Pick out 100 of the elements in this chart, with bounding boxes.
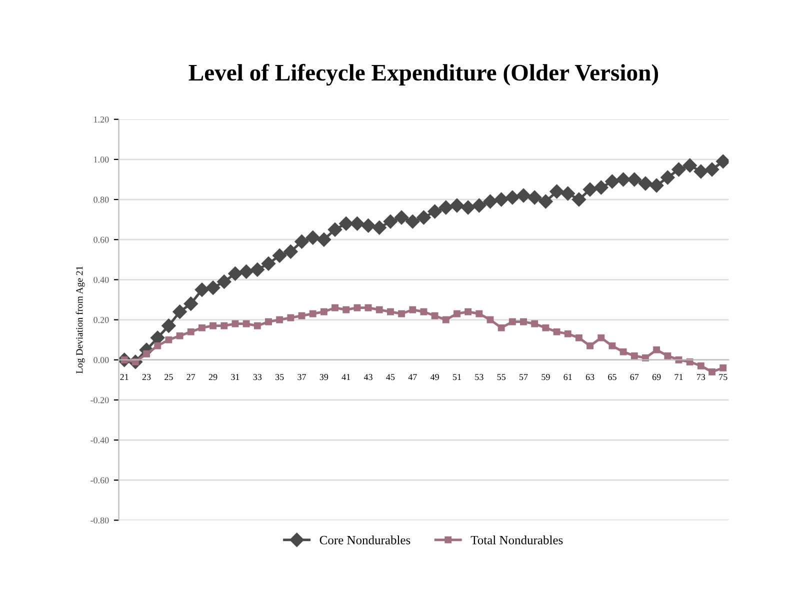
point — [460, 200, 476, 215]
y-tick-label: -0.20 — [90, 397, 109, 404]
x-tick-label: 27 — [186, 374, 196, 380]
x-tick-label: 45 — [386, 374, 395, 380]
y-tick-label: -0.80 — [90, 517, 109, 524]
point — [383, 214, 398, 229]
point — [342, 306, 350, 314]
point — [520, 318, 527, 326]
point — [428, 204, 442, 219]
point — [572, 192, 586, 207]
x-tick-label: 73 — [697, 374, 706, 380]
point — [582, 182, 598, 197]
point — [306, 230, 320, 245]
point — [508, 318, 516, 326]
y-tick-label: 0.60 — [94, 236, 109, 243]
x-tick-label: 65 — [608, 374, 616, 380]
point — [154, 342, 162, 350]
point — [272, 248, 287, 263]
x-tick-label: 51 — [452, 374, 461, 380]
x-tick-label: 55 — [497, 374, 506, 380]
point — [409, 306, 416, 314]
point — [232, 320, 239, 328]
point — [398, 310, 406, 318]
point — [575, 334, 582, 342]
point — [649, 178, 664, 193]
point — [198, 324, 206, 332]
x-tick-label: 25 — [164, 374, 173, 380]
point — [464, 308, 472, 316]
point — [254, 322, 261, 330]
point — [682, 158, 697, 173]
y-tick-label: 1.00 — [94, 156, 109, 163]
point — [630, 352, 638, 360]
point — [406, 214, 420, 229]
point — [516, 188, 531, 203]
point — [228, 266, 242, 281]
point — [276, 316, 284, 324]
y-tick-label: 0.00 — [94, 356, 109, 364]
x-tick-label: 33 — [253, 374, 262, 380]
point — [660, 170, 675, 185]
y-tick-label: -0.40 — [90, 437, 109, 444]
point — [720, 364, 727, 372]
point — [528, 190, 542, 205]
point — [372, 220, 386, 235]
point — [608, 342, 616, 350]
point — [472, 198, 486, 213]
x-tick-label: 57 — [520, 374, 528, 380]
point — [494, 192, 508, 207]
point — [184, 296, 198, 311]
y-tick-label: 0.40 — [94, 276, 109, 283]
point — [450, 198, 464, 213]
point — [376, 306, 383, 314]
point — [320, 308, 328, 316]
x-tick-label: 61 — [564, 374, 572, 380]
x-tick-label: 29 — [208, 374, 218, 380]
point — [486, 316, 494, 324]
point — [594, 180, 608, 195]
point — [294, 234, 309, 249]
point — [350, 216, 364, 231]
x-tick-label: 53 — [475, 374, 484, 380]
point — [194, 282, 210, 297]
point — [531, 320, 538, 328]
point — [694, 164, 708, 179]
point — [653, 346, 660, 354]
point — [716, 154, 729, 169]
point — [476, 310, 483, 318]
point — [605, 174, 620, 189]
point — [586, 342, 594, 350]
point — [394, 210, 409, 225]
point — [664, 352, 672, 360]
point — [627, 172, 642, 187]
point — [454, 310, 460, 318]
point — [239, 264, 254, 279]
y-tick-label: 1.20 — [94, 116, 109, 123]
point — [250, 262, 264, 277]
point — [210, 322, 217, 330]
point — [361, 218, 376, 233]
point — [287, 314, 294, 322]
point — [598, 334, 605, 342]
point — [642, 354, 649, 362]
x-tick-label: 43 — [364, 374, 372, 380]
x-tick-label: 75 — [719, 374, 728, 380]
point — [220, 322, 228, 330]
point — [638, 176, 653, 191]
x-tick-label: 41 — [342, 374, 350, 380]
point — [176, 332, 184, 340]
x-tick-label: 63 — [586, 374, 594, 380]
point — [697, 362, 704, 370]
x-tick-label: 49 — [430, 374, 439, 380]
point — [420, 308, 428, 316]
point — [309, 310, 316, 318]
point — [672, 162, 686, 177]
point — [206, 280, 220, 295]
point — [620, 348, 627, 356]
x-tick-label: 31 — [231, 374, 240, 380]
point — [316, 232, 332, 247]
y-axis-title: Log Deviation from Age 21 — [76, 266, 85, 374]
y-tick-label: 0.80 — [94, 196, 109, 203]
x-tick-label: 35 — [275, 374, 284, 380]
point — [542, 324, 550, 332]
point — [560, 186, 575, 201]
